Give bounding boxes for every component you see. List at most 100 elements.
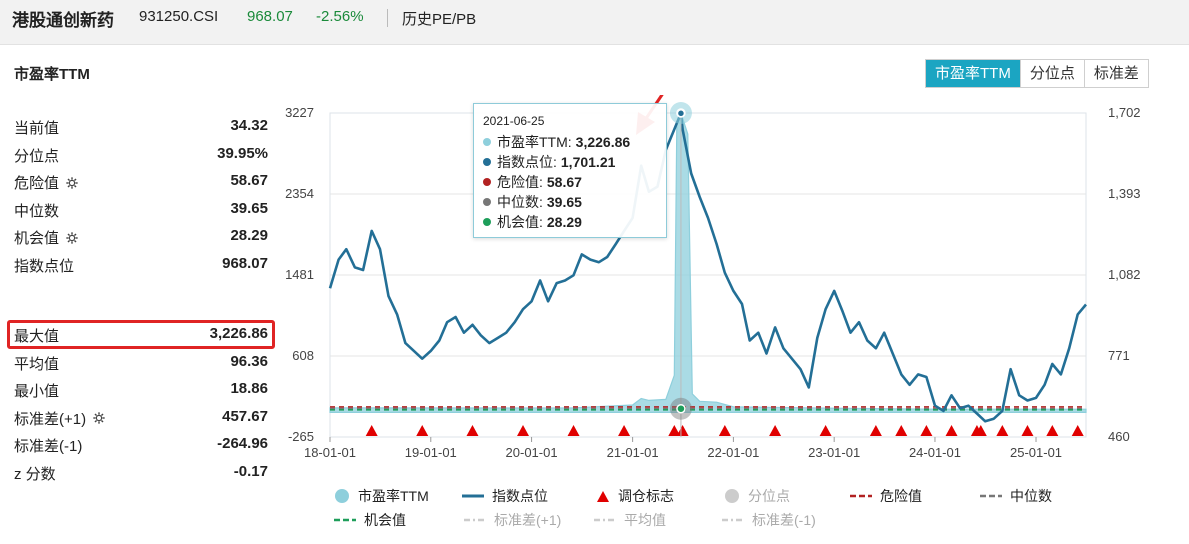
- tooltip-index-dot: [483, 158, 491, 166]
- index-highlight-point: [676, 109, 686, 118]
- stat-row-b-3: 标准差(+1) 457.67: [14, 404, 268, 431]
- legend-item-7[interactable]: 标准差(+1): [464, 510, 561, 530]
- rebalance-marker: [718, 425, 731, 436]
- stat-label: 标准差(+1): [14, 408, 106, 429]
- x-tick-label: 19-01-01: [405, 445, 457, 460]
- x-tick-label: 25-01-01: [1010, 445, 1062, 460]
- stat-label-text: 分位点: [14, 147, 60, 165]
- stat-row-a-1: 分位点 39.95%: [14, 141, 268, 168]
- legend-item-5[interactable]: 中位数: [980, 486, 1052, 506]
- legend-label: 指数点位: [492, 488, 548, 504]
- stat-label: 分位点: [14, 145, 59, 166]
- rebalance-marker: [974, 425, 987, 436]
- stat-value: 28.29: [230, 227, 268, 245]
- pe-chart: 3227 1,702 2354 1,393 1481 1,082 608 771 -265 460…: [285, 95, 1141, 460]
- stat-value: 39.95%: [217, 144, 268, 162]
- legend-label: 平均值: [624, 512, 666, 528]
- legend-label: 市盈率TTM: [358, 488, 429, 504]
- chart-legend: 市盈率TTM 指数点位 调仓标志 分位点 危险值 中位数机会值 标准差(+1) 平均值 标准差(…: [334, 486, 1164, 536]
- rebalance-marker: [618, 425, 631, 436]
- legend-label: 中位数: [1010, 488, 1052, 504]
- stat-row-b-1: 平均值 96.36: [14, 349, 268, 376]
- x-tick-label: 20-01-01: [506, 445, 558, 460]
- stat-label-text: 标准差(+1): [14, 410, 87, 428]
- stat-label-text: 危险值: [14, 175, 60, 193]
- stat-label: 机会值: [14, 227, 79, 248]
- tab-pe-ttm[interactable]: 市盈率TTM: [926, 60, 1020, 87]
- metric-tabs: 市盈率TTM 分位点 标准差: [925, 59, 1149, 88]
- tooltip-median-label: 中位数:: [497, 194, 543, 210]
- y-left-tick-label: 2354: [285, 186, 314, 201]
- rebalance-marker: [996, 425, 1009, 436]
- tooltip-opportunity-value: 28.29: [546, 214, 582, 230]
- legend-item-2[interactable]: 调仓标志: [596, 486, 674, 506]
- legend-label: 标准差(-1): [752, 512, 816, 528]
- tooltip-row-danger: 危险值: 58.67: [483, 172, 582, 192]
- stat-value: 457.67: [222, 407, 268, 425]
- legend-item-8[interactable]: 平均值: [594, 510, 666, 530]
- stat-value: 34.32: [230, 117, 268, 134]
- index-code: 931250.CSI: [139, 8, 219, 25]
- rebalance-marker: [920, 425, 933, 436]
- gear-icon[interactable]: [92, 411, 106, 425]
- history-pe-pb-link[interactable]: 历史PE/PB: [402, 11, 477, 28]
- tooltip-index-label: 指数点位:: [497, 154, 557, 170]
- tab-std-dev[interactable]: 标准差: [1083, 60, 1148, 87]
- tooltip-median-value: 39.65: [546, 194, 582, 210]
- gear-icon[interactable]: [65, 231, 79, 245]
- stat-label-text: 标准差(-1): [14, 438, 83, 456]
- rebalance-marker: [819, 425, 832, 436]
- stat-value: 58.67: [230, 172, 268, 190]
- y-left-tick-label: 1481: [285, 267, 314, 282]
- stat-label: 平均值: [14, 353, 59, 374]
- legend-symbol-icon: [464, 515, 486, 525]
- tooltip-opportunity-dot: [483, 218, 491, 226]
- stat-label: 指数点位: [14, 255, 74, 276]
- legend-item-1[interactable]: 指数点位: [462, 486, 548, 506]
- stat-label: 标准差(-1): [14, 435, 82, 456]
- legend-item-0[interactable]: 市盈率TTM: [334, 486, 429, 506]
- tooltip-row-index: 指数点位: 1,701.21: [483, 152, 615, 172]
- stat-label-text: z 分数: [14, 466, 56, 483]
- stat-value: -0.17: [233, 463, 268, 480]
- tooltip-pe-label: 市盈率TTM:: [497, 134, 572, 150]
- pe-ttm-area: [329, 111, 1087, 414]
- y-right-tick-label: 460: [1108, 429, 1130, 444]
- top-bar: 港股通创新药 931250.CSI 968.07 -2.56% 历史PE/PB: [0, 0, 1189, 45]
- y-left-tick-label: -265: [288, 429, 314, 444]
- index-change: -2.56%: [316, 8, 364, 25]
- tab-percentile[interactable]: 分位点: [1019, 60, 1084, 87]
- stat-row-a-4: 机会值 28.29: [14, 223, 268, 250]
- rebalance-marker: [416, 425, 429, 436]
- stat-row-b-0: 最大值 3,226.86: [14, 321, 268, 348]
- gear-icon[interactable]: [65, 176, 79, 190]
- y-left-tick-label: 3227: [285, 105, 314, 120]
- legend-item-4[interactable]: 危险值: [850, 486, 922, 506]
- stat-label: 中位数: [14, 200, 59, 221]
- tooltip-pe-dot: [483, 138, 491, 146]
- index-price: 968.07: [247, 8, 293, 25]
- stat-row-a-2: 危险值 58.67: [14, 168, 268, 195]
- legend-item-6[interactable]: 机会值: [334, 510, 406, 530]
- legend-item-3[interactable]: 分位点: [724, 486, 790, 506]
- stat-label-text: 当前值: [14, 120, 60, 137]
- stat-label: z 分数: [14, 463, 56, 484]
- rebalance-marker: [365, 425, 378, 436]
- index-line: [328, 112, 1087, 423]
- x-tick-label: 23-01-01: [808, 445, 860, 460]
- legend-label: 危险值: [880, 488, 922, 504]
- stat-label-text: 机会值: [14, 230, 60, 248]
- legend-item-9[interactable]: 标准差(-1): [722, 510, 816, 530]
- annotation-arrow-shaft: [643, 95, 664, 121]
- max-value-highlight-box: [7, 320, 275, 349]
- stat-row-b-5: z 分数 -0.17: [14, 459, 268, 486]
- stat-value: 18.86: [230, 380, 268, 398]
- legend-symbol-icon: [722, 515, 744, 525]
- x-tick-label: 21-01-01: [607, 445, 659, 460]
- legend-label: 调仓标志: [618, 488, 674, 504]
- plot-frame: [329, 112, 1087, 438]
- y-left-tick-label: 608: [292, 348, 314, 363]
- rebalance-marker: [1046, 425, 1059, 436]
- stat-label-text: 最大值: [14, 328, 60, 345]
- tooltip-median-dot: [483, 198, 491, 206]
